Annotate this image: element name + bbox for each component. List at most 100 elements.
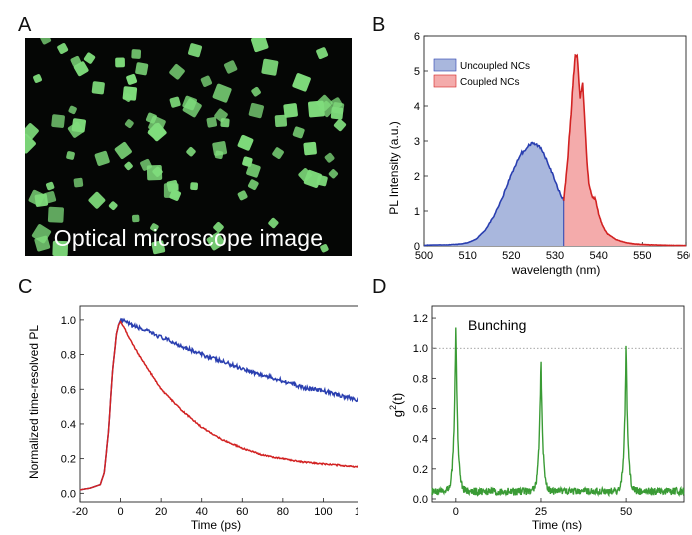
chart-d-xtick-label: 25 bbox=[535, 506, 547, 518]
chart-d-ylabel-tail: (t) bbox=[390, 393, 405, 405]
nanocrystal bbox=[33, 74, 42, 83]
chart-b-xtick-label: 540 bbox=[589, 250, 607, 262]
nanocrystal bbox=[66, 151, 75, 160]
chart-b-xtick-label: 560 bbox=[677, 250, 690, 262]
series-coupled-line bbox=[562, 53, 687, 247]
chart-d-ytick-label: 0.8 bbox=[413, 373, 428, 385]
nanocrystal-field bbox=[25, 38, 347, 256]
chart-c-xtick-label: 100 bbox=[314, 506, 332, 518]
nanocrystal bbox=[246, 163, 261, 178]
nanocrystal bbox=[91, 81, 105, 95]
chart-d-ytick-label: 0.0 bbox=[413, 494, 428, 506]
nanocrystal bbox=[135, 62, 149, 76]
nanocrystal bbox=[186, 147, 196, 157]
series-g2-trace bbox=[431, 327, 685, 498]
nanocrystal bbox=[188, 43, 203, 58]
chart-c-xtick-label: 40 bbox=[196, 506, 208, 518]
chart-c-xtick-label: 60 bbox=[236, 506, 248, 518]
nanocrystal bbox=[212, 83, 232, 103]
panel-letter-c: C bbox=[18, 276, 33, 298]
nanocrystal bbox=[67, 121, 84, 138]
nanocrystal bbox=[206, 117, 218, 128]
nanocrystal bbox=[151, 240, 166, 255]
nanocrystal bbox=[318, 100, 335, 118]
chart-c-ytick-label: 1.0 bbox=[61, 315, 76, 327]
chart-c-xtick-label: 0 bbox=[118, 506, 124, 518]
chart-c-xtick-label: 80 bbox=[277, 506, 289, 518]
nanocrystal bbox=[73, 61, 89, 77]
chart-b-ytick-label: 5 bbox=[414, 66, 420, 78]
nanocrystal bbox=[223, 60, 238, 74]
nanocrystal bbox=[47, 206, 64, 223]
chart-c-xtick-label: -20 bbox=[72, 506, 88, 518]
nanocrystal bbox=[145, 112, 157, 124]
series-uncoupled-area bbox=[424, 142, 564, 246]
nanocrystal bbox=[73, 177, 84, 188]
legend-swatch-coupled bbox=[433, 74, 457, 88]
nanocrystal bbox=[131, 214, 140, 223]
nanocrystal bbox=[150, 223, 159, 232]
chart-b-ytick-label: 2 bbox=[414, 171, 420, 183]
nanocrystal bbox=[261, 58, 279, 76]
chart-b-ytick-label: 6 bbox=[414, 31, 420, 43]
chart-b-xtick-label: 510 bbox=[458, 250, 476, 262]
panel-letter-d: D bbox=[372, 276, 387, 298]
nanocrystal bbox=[34, 235, 51, 252]
nanocrystal bbox=[251, 86, 261, 97]
microscope-caption: Optical microscope image bbox=[53, 225, 324, 251]
nanocrystal bbox=[190, 182, 199, 191]
nanocrystal bbox=[45, 181, 55, 191]
chart-c-ytick-label: 0.6 bbox=[61, 384, 76, 396]
nanocrystal bbox=[212, 141, 228, 156]
chart-c-time-resolved-pl: -20 0 20 40 60 80 100 120 0.0 0.2 0.4 0.6 0.8 1.0 Nor… bbox=[27, 305, 358, 532]
nanocrystal bbox=[83, 52, 96, 64]
legend-label-uncoupled: Uncoupled NCs bbox=[460, 61, 530, 72]
nanocrystal bbox=[292, 126, 305, 139]
series-coupled-area bbox=[563, 55, 686, 246]
chart-b-xtick-label: 550 bbox=[633, 250, 651, 262]
chart-c-ytick-label: 0.2 bbox=[61, 454, 76, 466]
nanocrystal bbox=[114, 141, 132, 160]
nanocrystal bbox=[237, 190, 248, 201]
nanocrystal bbox=[124, 161, 133, 171]
nanocrystal bbox=[43, 191, 57, 204]
nanocrystal bbox=[333, 118, 347, 132]
nanocrystal bbox=[248, 179, 259, 190]
chart-c-ytick-label: 0.0 bbox=[61, 488, 76, 500]
chart-d-xtick-label: 50 bbox=[620, 506, 632, 518]
chart-b-xtick-label: 520 bbox=[502, 250, 520, 262]
nanocrystal bbox=[214, 108, 228, 123]
nanocrystal bbox=[316, 47, 329, 60]
nanocrystal bbox=[25, 133, 36, 154]
chart-d-ytick-label: 0.2 bbox=[413, 464, 428, 476]
nanocrystal bbox=[206, 232, 225, 251]
nanocrystal bbox=[108, 201, 118, 210]
nanocrystal bbox=[169, 64, 185, 80]
chart-c-plot-frame bbox=[79, 305, 358, 503]
chart-d-ytick-label: 1.2 bbox=[413, 313, 428, 325]
chart-d-ytick-label: 1.0 bbox=[413, 343, 428, 355]
chart-b-pl-spectrum: 500 510 520 530 540 550 560 0 1 2 3 4 5 6 PL Intensit… bbox=[387, 31, 690, 277]
chart-d-ytick-label: 0.6 bbox=[413, 404, 428, 416]
nanocrystal bbox=[283, 103, 298, 118]
nanocrystal bbox=[320, 244, 329, 253]
nanocrystal bbox=[94, 150, 110, 166]
chart-c-ylabel: Normalized time-resolved PL bbox=[27, 325, 41, 479]
nanocrystal bbox=[52, 240, 69, 256]
nanocrystal bbox=[308, 100, 325, 118]
nanocrystal bbox=[292, 73, 311, 92]
nanocrystal bbox=[88, 191, 106, 209]
microscope-image: Optical microscope image bbox=[25, 38, 352, 256]
nanocrystal bbox=[28, 189, 45, 206]
chart-d-plot-frame bbox=[431, 305, 685, 503]
nanocrystal bbox=[40, 38, 52, 45]
chart-b-xlabel: wavelength (nm) bbox=[511, 263, 601, 277]
nanocrystal bbox=[126, 73, 138, 85]
nanocrystal bbox=[250, 38, 269, 53]
chart-c-xtick-label: 20 bbox=[155, 506, 167, 518]
nanocrystal bbox=[166, 180, 179, 192]
series-blue-decay bbox=[79, 317, 358, 491]
chart-d-xtick-label: 0 bbox=[453, 506, 459, 518]
nanocrystal bbox=[68, 105, 77, 115]
nanocrystal bbox=[169, 96, 181, 108]
